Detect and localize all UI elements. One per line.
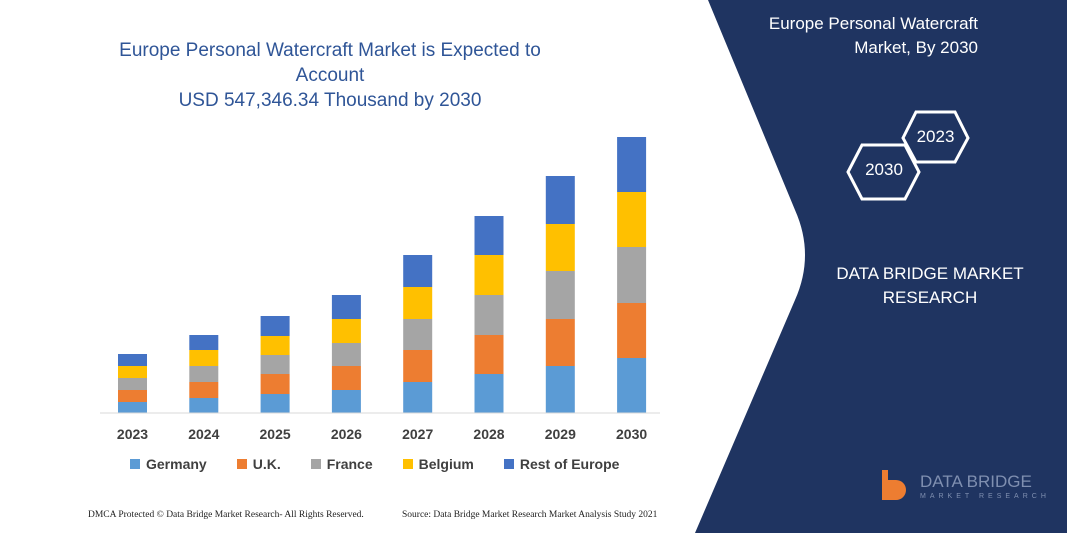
bar-2029-belgium (545, 224, 575, 271)
bar-2029-rest-of-europe (545, 176, 575, 224)
legend-label: Belgium (418, 456, 474, 472)
panel-title: Europe Personal Watercraft Market, By 203… (768, 14, 978, 57)
bar-2024-rest-of-europe (189, 335, 219, 350)
footer-copyright: DMCA Protected © Data Bridge Market Rese… (88, 510, 364, 520)
bar-2023-u-k- (118, 390, 147, 402)
legend-swatch (402, 459, 413, 469)
bar-2029-germany (545, 366, 575, 413)
logo-text: DATA BRIDGE MARKET RESEARCH (920, 472, 1050, 500)
bar-2030-germany (617, 358, 647, 413)
bar-2026-belgium (331, 319, 361, 343)
x-tick-label: 2026 (331, 426, 362, 442)
hexagon-2030 (846, 143, 921, 201)
bar-2027-u-k- (403, 350, 433, 382)
logo-mark (882, 470, 906, 500)
chart-title: Europe Personal Watercraft Market is Exp… (119, 40, 541, 111)
legend-item: Rest of Europe (503, 456, 620, 472)
bar-2028-u-k- (474, 335, 504, 374)
hex-label-2023: 2023 (916, 127, 955, 146)
x-tick-label: 2024 (188, 426, 219, 442)
legend-swatch (130, 459, 140, 469)
legend-item: Belgium (402, 456, 474, 472)
bar-2030-belgium (617, 192, 647, 247)
bar-2026-france (331, 343, 361, 366)
bar-2026-rest-of-europe (331, 295, 361, 319)
bar-2030-france (617, 247, 647, 303)
bar-2023-france (118, 378, 147, 390)
bar-2025-rest-of-europe (260, 316, 290, 336)
bar-2027-rest-of-europe (403, 255, 433, 287)
stacked-bar-chart: 2023 2024 2025 2026 2027 2028 2029 2030 (117, 137, 647, 442)
bar-2028-france (474, 295, 504, 335)
bar-2025-u-k- (260, 374, 290, 394)
bar-2030-rest-of-europe (617, 137, 647, 192)
bar-2025-germany (260, 394, 290, 413)
legend-label: Rest of Europe (519, 456, 620, 472)
bar-2023-belgium (118, 366, 147, 378)
bar-2027-belgium (403, 287, 433, 319)
legend: Germany U.K. France Belgium Rest of Europe (130, 456, 619, 472)
legend-swatch (503, 459, 514, 469)
bar-2026-germany (331, 390, 361, 413)
bar-2028-rest-of-europe (474, 216, 504, 255)
legend-swatch (310, 459, 321, 469)
legend-item: France (310, 456, 373, 472)
bar-2024-u-k- (189, 382, 219, 398)
hex-label-2030: 2030 (865, 160, 903, 179)
bar-2027-france (403, 319, 433, 350)
bar-2025-france (260, 355, 290, 374)
bar-2028-germany (474, 374, 504, 413)
bar-2029-france (545, 271, 575, 319)
brand-text: DATA BRIDGE MARKET RESEARCH (836, 264, 1024, 307)
bar-2023-rest-of-europe (118, 354, 147, 366)
bar-2025-belgium (260, 336, 290, 355)
hexagon-2023 (901, 110, 970, 164)
x-tick-label: 2027 (402, 426, 433, 442)
footer-source: Source: Data Bridge Market Research Mark… (402, 510, 658, 520)
x-tick-label: 2029 (545, 426, 576, 442)
legend-swatch (236, 459, 247, 469)
legend-label: Germany (146, 456, 207, 472)
bar-2024-germany (189, 398, 219, 413)
bar-2024-france (189, 366, 219, 382)
bar-2028-belgium (474, 255, 504, 295)
bar-2023-germany (118, 402, 147, 413)
legend-item: U.K. (236, 456, 281, 472)
bar-2030-u-k- (617, 303, 647, 358)
bar-2027-germany (403, 382, 433, 413)
x-tick-label: 2023 (117, 426, 148, 442)
bar-2029-u-k- (545, 319, 575, 366)
bar-2024-belgium (189, 350, 219, 366)
bar-2026-u-k- (331, 366, 361, 390)
x-tick-label: 2030 (616, 426, 647, 442)
x-tick-label: 2025 (260, 426, 291, 442)
right-panel (695, 0, 1067, 533)
x-tick-label: 2028 (473, 426, 504, 442)
legend-item: Germany (130, 456, 207, 472)
legend-label: U.K. (252, 456, 281, 472)
legend-label: France (326, 456, 373, 472)
